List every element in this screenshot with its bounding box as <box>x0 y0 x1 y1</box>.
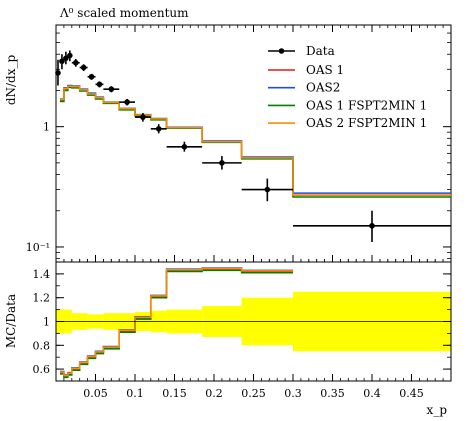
chart-title: Λ⁰ scaled momentum <box>59 6 189 20</box>
x-tick-label: 0.4 <box>363 387 381 400</box>
ratio-tick-label: 1 <box>43 316 50 329</box>
x-tick-label: 0.1 <box>126 387 144 400</box>
legend-label: Data <box>306 44 335 58</box>
ratio-tick-label: 0.6 <box>33 363 51 376</box>
mc-histogram-line <box>59 85 451 196</box>
y-axis-label: dN/dx_p <box>4 55 18 106</box>
data-point <box>67 52 73 59</box>
data-points <box>55 50 451 242</box>
x-tick-label: 0.05 <box>83 387 108 400</box>
main-panel: 1 10⁻¹ Data OAS 1 OAS2 OAS 1 FSPT2MIN 1 OAS 2… <box>4 24 452 263</box>
x-tick-label: 0.2 <box>205 387 223 400</box>
data-point <box>140 114 146 120</box>
x-tick-label: 0.25 <box>241 387 266 400</box>
mc-histograms <box>59 84 451 198</box>
data-point <box>124 99 130 105</box>
x-ticks: 0.05 0.1 0.15 0.2 0.25 0.3 0.35 0.4 0.45 <box>63 25 444 400</box>
data-point <box>55 70 61 76</box>
data-point <box>108 86 115 92</box>
ratio-y-axis-label: MC/Data <box>4 294 18 348</box>
data-point <box>72 59 79 66</box>
x-tick-label: 0.35 <box>320 387 345 400</box>
legend: Data OAS 1 OAS2 OAS 1 FSPT2MIN 1 OAS 2 FSPT2… <box>268 44 427 130</box>
ratio-histogram-line <box>59 267 293 377</box>
y-tick-label: 1 <box>43 121 50 134</box>
data-point <box>155 126 162 132</box>
data-point <box>88 73 95 80</box>
data-point <box>59 58 65 65</box>
ratio-tick-label: 0.8 <box>33 339 51 352</box>
ratio-tick-label: 1.2 <box>33 292 51 305</box>
legend-label: OAS 1 FSPT2MIN 1 <box>306 98 427 112</box>
data-point <box>264 186 271 193</box>
x-tick-label: 0.3 <box>284 387 302 400</box>
legend-data-marker <box>278 48 285 54</box>
ratio-y-ticks: 0.6 0.8 1 1.2 1.4 <box>33 261 451 382</box>
x-tick-label: 0.45 <box>399 387 424 400</box>
ratio-panel: 0.60.811.21.4 0.05 0.1 0.15 0.2 0.25 0.3 0.35 0… <box>4 25 452 417</box>
data-point <box>181 144 188 150</box>
legend-label: OAS 2 FSPT2MIN 1 <box>306 116 427 130</box>
ratio-histograms <box>59 267 293 379</box>
ratio-tick-label: 1.4 <box>33 268 51 281</box>
legend-label: OAS 1 <box>306 63 344 77</box>
y-tick-label: 10⁻¹ <box>26 241 50 254</box>
data-point <box>63 55 69 62</box>
data-point <box>96 81 103 88</box>
data-point <box>80 64 87 71</box>
x-tick-label: 0.15 <box>162 387 187 400</box>
data-point <box>369 222 375 229</box>
legend-label: OAS2 <box>306 81 340 95</box>
data-point <box>219 160 225 166</box>
main-y-ticks: 1 10⁻¹ <box>26 24 451 260</box>
x-axis-label: x_p <box>427 403 448 417</box>
